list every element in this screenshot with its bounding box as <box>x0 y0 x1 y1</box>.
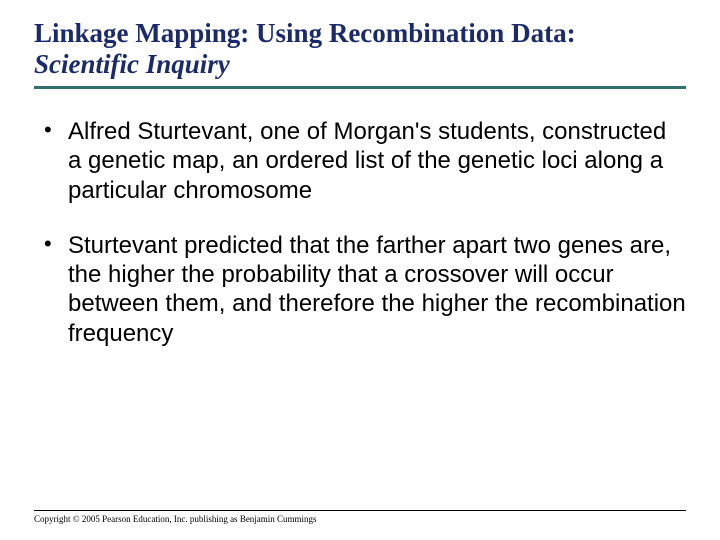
bullet-item: Alfred Sturtevant, one of Morgan's stude… <box>40 117 686 205</box>
title-block: Linkage Mapping: Using Recombination Dat… <box>34 18 686 89</box>
bullet-list: Alfred Sturtevant, one of Morgan's stude… <box>34 117 686 348</box>
slide-title-line2: Scientific Inquiry <box>34 49 686 80</box>
slide-title-line1: Linkage Mapping: Using Recombination Dat… <box>34 18 686 49</box>
footer-rule <box>34 510 686 511</box>
footer: Copyright © 2005 Pearson Education, Inc.… <box>34 510 686 524</box>
bullet-item: Sturtevant predicted that the farther ap… <box>40 231 686 348</box>
slide: Linkage Mapping: Using Recombination Dat… <box>0 0 720 540</box>
copyright-text: Copyright © 2005 Pearson Education, Inc.… <box>34 514 686 524</box>
